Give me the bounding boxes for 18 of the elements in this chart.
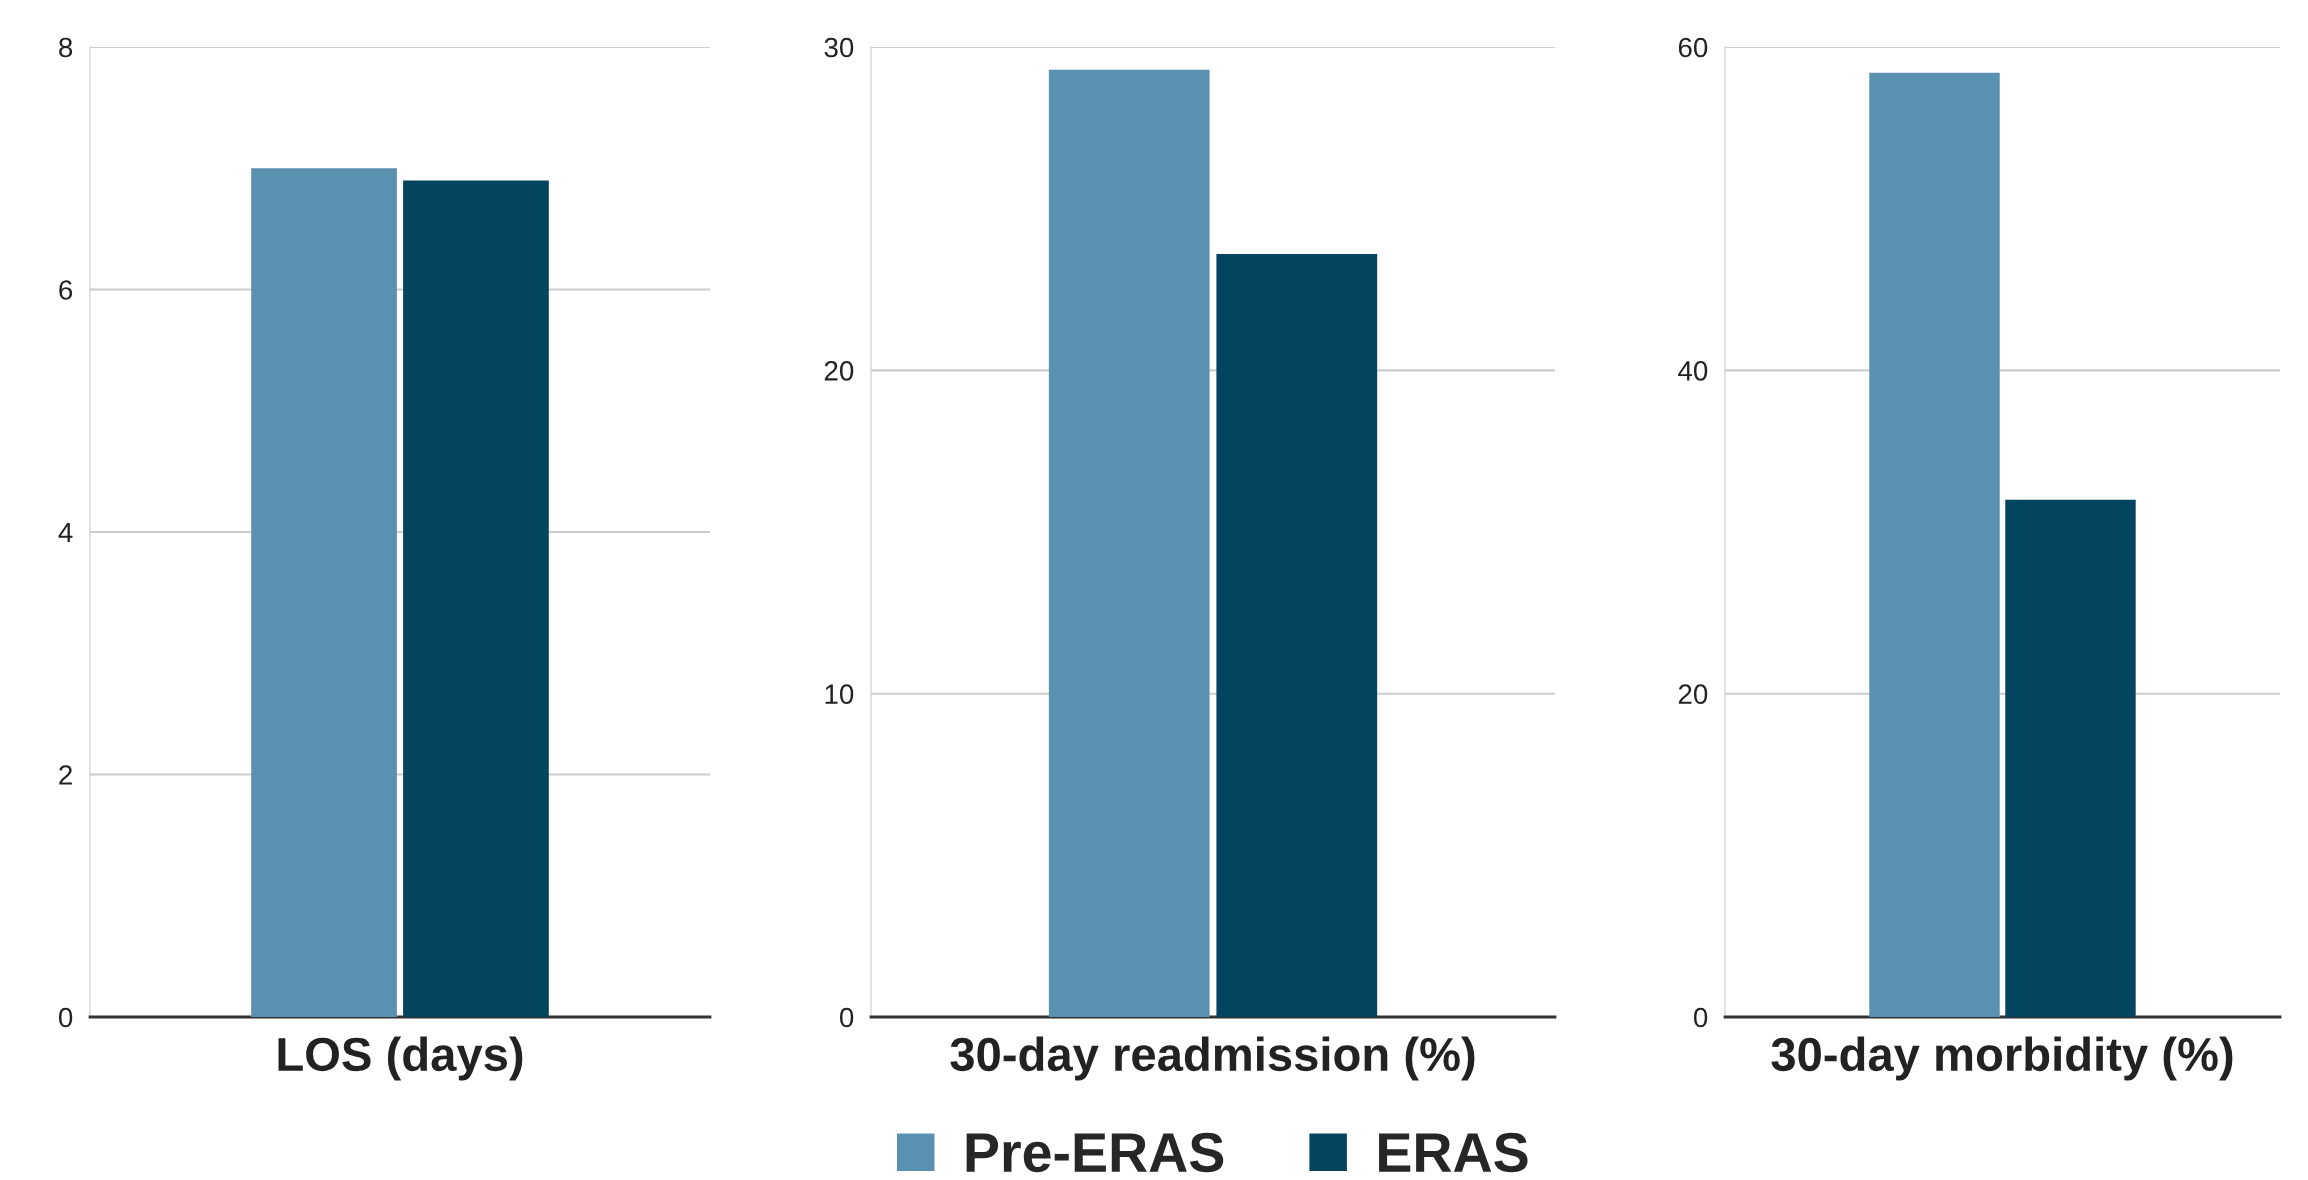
y-tick-label: 60	[1678, 37, 1708, 58]
x-tick-label: 30-day readmission (%)	[950, 1036, 1475, 1081]
y-tick-label: 0	[1693, 1007, 1708, 1028]
y-tick-label: 6	[59, 280, 73, 300]
y-tick-label: 4	[58, 522, 73, 543]
y-tick-label: 8	[59, 37, 73, 58]
x-tick-label: LOS (days)	[278, 1036, 523, 1081]
y-tick-label: 0	[58, 1007, 73, 1028]
y-tick-label: 20	[1678, 684, 1708, 705]
y-tick-label: 10	[825, 684, 854, 705]
y-tick-label: 20	[824, 361, 854, 381]
legend-label: Pre-ERAS	[966, 1132, 1224, 1173]
y-tick-label: 2	[59, 765, 72, 785]
x-tick-label: 30-day morbidity (%)	[1771, 1036, 2233, 1081]
y-tick-label: 30	[824, 37, 854, 58]
y-tick-label: 40	[1678, 361, 1708, 381]
y-tick-label: 0	[839, 1007, 854, 1028]
legend-label: ERAS	[1379, 1132, 1528, 1173]
